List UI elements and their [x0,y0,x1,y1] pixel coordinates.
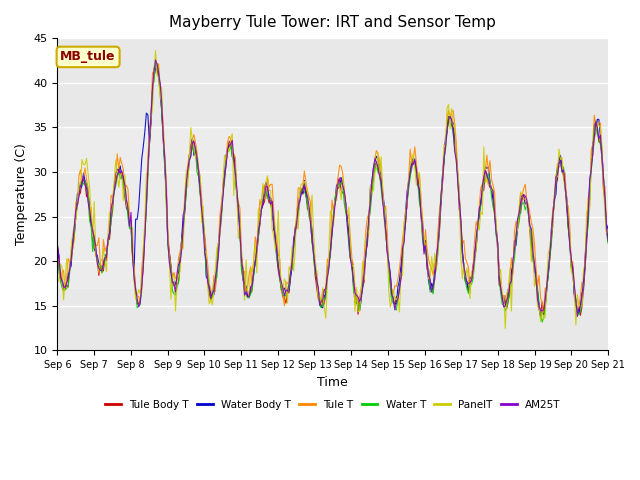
Y-axis label: Temperature (C): Temperature (C) [15,144,28,245]
Legend: Tule Body T, Water Body T, Tule T, Water T, PanelT, AM25T: Tule Body T, Water Body T, Tule T, Water… [101,396,564,414]
Text: MB_tule: MB_tule [60,50,116,63]
X-axis label: Time: Time [317,376,348,389]
Title: Mayberry Tule Tower: IRT and Sensor Temp: Mayberry Tule Tower: IRT and Sensor Temp [170,15,496,30]
Bar [58,127,608,288]
